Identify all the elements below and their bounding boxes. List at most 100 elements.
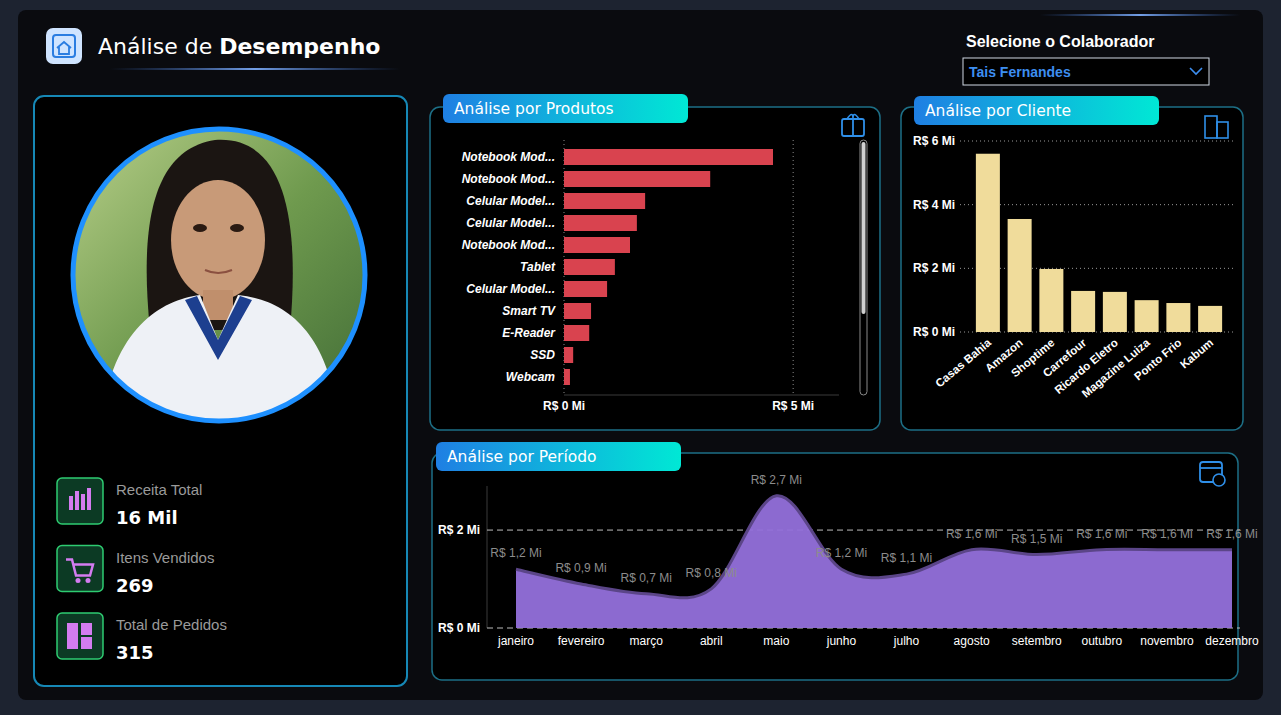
icon-house [57,42,71,54]
grid-line [793,140,794,395]
title-emphasis: Desempenho [219,34,380,59]
chart-title-tab [914,96,1159,125]
category-label: Webcam [506,370,555,384]
category-label: janeiro [497,634,534,648]
photo-face [171,180,265,300]
bar [564,259,615,275]
kpi: Receita Total 16 Mil [57,478,202,528]
data-label: R$ 0,8 Mi [686,566,737,580]
data-label: R$ 1,6 Mi [1206,527,1257,541]
kpi-icon-shape [81,637,92,649]
icon-shape [842,119,864,136]
selector-box[interactable] [963,58,1209,85]
photo-mouth [205,270,232,273]
selector-value[interactable]: Tais Fernandes [969,64,1071,80]
kpi-icon-shape [75,491,79,510]
title-prefix: Análise de [98,34,219,59]
chart-title-tab [443,94,688,123]
kpi-icon-shape [66,560,93,576]
icon-shape [852,119,854,136]
background [0,0,1281,715]
panel-icon [842,115,864,137]
area [516,496,1232,628]
data-label: R$ 1,1 Mi [881,551,932,565]
y-tick-label: R$ 6 Mi [913,134,955,148]
bar [564,369,570,385]
category-label: julho [893,634,920,648]
data-label: R$ 0,9 Mi [555,561,606,575]
bar [1103,292,1127,332]
kpi-value: 269 [116,575,154,596]
category-label: fevereiro [558,634,605,648]
icon-frame [53,35,75,57]
category-label: Kabum [1178,336,1216,370]
header-glow [1040,14,1240,16]
chart-panel [430,107,880,430]
scrollbar-thumb[interactable] [862,142,866,314]
chart-title-tab [436,442,681,471]
kpi-icon [57,613,103,659]
kpi-value: 315 [116,642,154,663]
photo-hair [147,140,293,330]
area-group [516,496,1232,628]
bars [564,149,773,385]
category-label: Notebook Mod... [462,172,555,186]
chart-title: Análise por Cliente [925,102,1071,120]
photo-ring [73,129,365,421]
photo-shirt [100,295,340,430]
kpi-icon-shape [67,623,78,649]
grid-line [960,332,1236,333]
kpi: Total de Pedidos 315 [57,613,227,663]
kpi-icon-shape [69,496,73,510]
category-label: SSD [530,348,555,362]
kpi-label: Receita Total [116,481,202,498]
bar [1135,300,1159,332]
data-label: R$ 1,6 Mi [1141,527,1192,541]
category-label: Ponto Frio [1132,336,1184,382]
category-label: Celular Model... [466,216,555,230]
bar [564,281,607,297]
category-label: outubro [1081,634,1122,648]
chart-title: Análise por Período [447,448,597,466]
grid-line [960,204,1236,205]
category-label: novembro [1140,634,1194,648]
bar [1071,291,1095,332]
category-label: Celular Model... [466,282,555,296]
data-label: R$ 2,7 Mi [751,473,802,487]
category-label: junho [826,634,857,648]
data-label: R$ 1,2 Mi [816,546,867,560]
x-axis-line [564,395,839,396]
scrollbar[interactable] [860,140,867,395]
kpi-icon-shape [81,494,85,510]
icon-bg [46,28,82,64]
category-label: Celular Model... [466,194,555,208]
panel-icon [1200,462,1225,486]
category-label: E-Reader [502,326,556,340]
photo [70,126,370,430]
panel-icon [1205,116,1228,138]
category-label: agosto [954,634,990,648]
kpi-value: 16 Mil [116,507,178,528]
bar [1008,219,1032,332]
data-label: R$ 1,6 Mi [1076,527,1127,541]
bar [564,303,591,319]
y-tick-label: R$ 0 Mi [913,325,955,339]
selector-chevron[interactable] [1190,68,1202,74]
y-tick-label: R$ 4 Mi [913,198,955,212]
page-title: Análise de Desempenho [98,34,380,59]
category-label: maio [763,634,789,648]
x-tick-label: R$ 5 Mi [772,399,814,413]
header-icon [46,28,82,64]
kpi-icon [57,546,103,592]
photo-eye [230,224,244,232]
header-underline [110,68,400,70]
bar [564,237,630,253]
icon-shape [1217,122,1228,138]
y-axis-line [487,486,488,628]
category-label: março [630,634,664,648]
bar [564,171,710,187]
icon-shape [847,115,859,120]
selector-label: Selecione o Colaborador [966,33,1154,50]
kpi-label: Total de Pedidos [116,616,227,633]
dashboard: Análise de Desempenho Selecione o Colabor… [0,0,1281,715]
